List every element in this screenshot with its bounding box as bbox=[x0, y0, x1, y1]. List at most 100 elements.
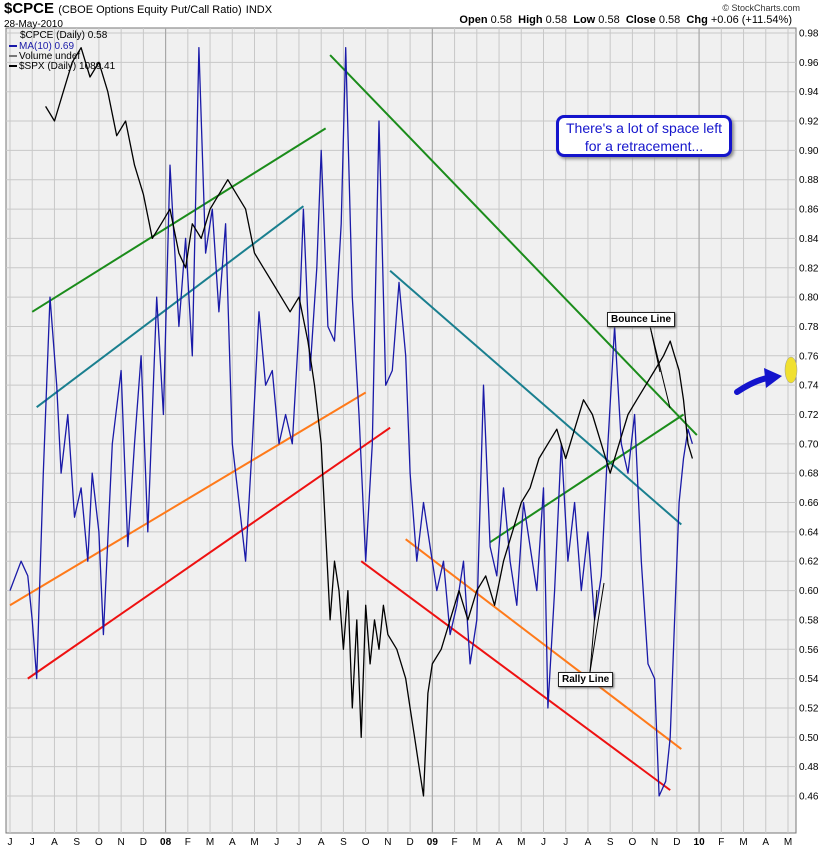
orange-trendline bbox=[9, 391, 367, 607]
high-value: 0.58 bbox=[545, 14, 568, 26]
brand-watermark: © StockCharts.com bbox=[722, 3, 800, 13]
high-label: High bbox=[518, 14, 543, 26]
legend-series1: $CPCE (Daily) 0.58 bbox=[20, 30, 108, 41]
y-tick-label: 0.78 bbox=[799, 322, 819, 333]
x-tick-label: F bbox=[452, 837, 458, 848]
y-tick-label: 0.82 bbox=[799, 263, 819, 274]
y-tick-label: 0.62 bbox=[799, 557, 819, 568]
x-tick-label: A bbox=[229, 837, 236, 848]
y-tick-label: 0.88 bbox=[799, 175, 819, 186]
x-tick-label: J bbox=[274, 837, 279, 848]
open-value: 0.58 bbox=[490, 14, 513, 26]
ma10-series-line bbox=[9, 47, 694, 797]
x-tick-label: O bbox=[362, 837, 370, 848]
x-tick-label: O bbox=[629, 837, 637, 848]
exchange-label: INDX bbox=[245, 4, 273, 16]
y-tick-label: 0.92 bbox=[799, 117, 819, 128]
spx-series-line bbox=[45, 47, 694, 797]
y-tick-label: 0.64 bbox=[799, 527, 819, 538]
x-tick-label: D bbox=[140, 837, 147, 848]
x-tick-label: A bbox=[762, 837, 769, 848]
red-trendline bbox=[27, 426, 391, 680]
low-label: Low bbox=[573, 14, 596, 26]
rally-pointer bbox=[589, 589, 598, 673]
y-tick-label: 0.50 bbox=[799, 733, 819, 744]
symbol-text: $CPCE bbox=[4, 0, 55, 17]
chart-symbol: $CPCE (CBOE Options Equity Put/Call Rati… bbox=[4, 0, 272, 17]
y-tick-label: 0.54 bbox=[799, 674, 819, 685]
y-tick-label: 0.86 bbox=[799, 205, 819, 216]
x-tick-label: S bbox=[73, 837, 80, 848]
y-tick-label: 0.46 bbox=[799, 792, 819, 803]
x-tick-label: J bbox=[30, 837, 35, 848]
x-tick-label: M bbox=[206, 837, 214, 848]
bounce-pointer bbox=[649, 325, 661, 373]
green-trendline bbox=[329, 54, 698, 436]
x-tick-label: 08 bbox=[160, 837, 172, 848]
y-tick-label: 0.52 bbox=[799, 703, 819, 714]
x-tick-label: M bbox=[473, 837, 481, 848]
series-lines bbox=[9, 47, 694, 797]
y-tick-label: 0.70 bbox=[799, 439, 819, 450]
y-tick-label: 0.48 bbox=[799, 762, 819, 773]
rally-pointer bbox=[589, 582, 605, 673]
trendlines bbox=[9, 54, 698, 791]
x-tick-label: J bbox=[563, 837, 568, 848]
y-tick-label: 0.68 bbox=[799, 469, 819, 480]
x-tick-label: O bbox=[95, 837, 103, 848]
x-tick-label: S bbox=[340, 837, 347, 848]
legend-series3: Volume undef bbox=[19, 51, 80, 62]
x-tick-label: J bbox=[8, 837, 13, 848]
x-tick-label: N bbox=[384, 837, 391, 848]
y-tick-label: 0.76 bbox=[799, 351, 819, 362]
orange-trendline bbox=[405, 538, 682, 750]
x-tick-label: D bbox=[406, 837, 413, 848]
x-axis: J J A S O N D 08 F M A M J J A S O N D 09 F M A M J J A S O N D 10 F M A M bbox=[8, 837, 793, 848]
chart-date: 28-May-2010 bbox=[4, 19, 63, 30]
retracement-callout: There's a lot of space left for a retrac… bbox=[556, 115, 732, 157]
chg-label: Chg bbox=[686, 14, 708, 26]
annotation-marks bbox=[589, 325, 798, 673]
x-tick-label: A bbox=[585, 837, 592, 848]
y-tick-label: 0.58 bbox=[799, 615, 819, 626]
x-tick-label: M bbox=[517, 837, 525, 848]
x-tick-label: S bbox=[607, 837, 614, 848]
y-tick-label: 0.94 bbox=[799, 87, 819, 98]
plot-area bbox=[5, 27, 797, 834]
legend-series4: $SPX (Daily) 1089.41 bbox=[19, 61, 116, 72]
x-tick-label: A bbox=[318, 837, 325, 848]
y-axis: 0.98 0.96 0.94 0.92 0.90 0.88 0.86 0.84 0.82 0.80… bbox=[799, 29, 819, 803]
pointer-arrow-head bbox=[764, 368, 782, 388]
y-tick-label: 0.98 bbox=[799, 29, 819, 40]
x-tick-label: F bbox=[185, 837, 191, 848]
x-tick-label: F bbox=[718, 837, 724, 848]
y-tick-label: 0.96 bbox=[799, 58, 819, 69]
highlight-marker bbox=[784, 356, 798, 384]
x-tick-label: A bbox=[496, 837, 503, 848]
y-tick-label: 0.90 bbox=[799, 146, 819, 157]
teal-trendline bbox=[36, 205, 305, 408]
open-label: Open bbox=[459, 14, 488, 26]
x-tick-label: N bbox=[651, 837, 658, 848]
y-tick-label: 0.80 bbox=[799, 293, 819, 304]
x-tick-label: 09 bbox=[427, 837, 439, 848]
x-tick-label: A bbox=[51, 837, 58, 848]
close-value: 0.58 bbox=[658, 14, 681, 26]
x-tick-label: M bbox=[784, 837, 792, 848]
rally-line-label: Rally Line bbox=[558, 672, 614, 687]
teal-trendline bbox=[389, 269, 682, 526]
x-tick-label: N bbox=[118, 837, 125, 848]
chg-value: +0.06 (+11.54%) bbox=[710, 14, 792, 26]
y-tick-label: 0.60 bbox=[799, 586, 819, 597]
x-tick-label: D bbox=[673, 837, 680, 848]
legend-series2: MA(10) 0.69 bbox=[19, 41, 74, 52]
close-label: Close bbox=[625, 14, 656, 26]
x-tick-label: 10 bbox=[694, 837, 706, 848]
bounce-line-label: Bounce Line bbox=[607, 312, 676, 327]
y-tick-label: 0.56 bbox=[799, 645, 819, 656]
red-trendline bbox=[360, 560, 671, 791]
x-tick-label: M bbox=[250, 837, 258, 848]
x-tick-label: J bbox=[296, 837, 301, 848]
